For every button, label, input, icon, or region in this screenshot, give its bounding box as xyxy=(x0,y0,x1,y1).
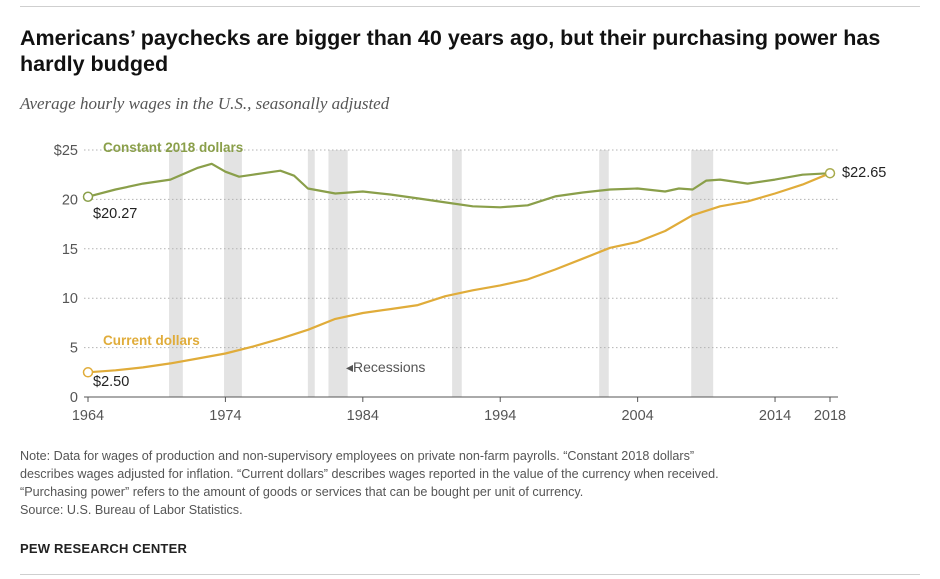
y-tick-label: 15 xyxy=(62,242,78,258)
chart-subtitle: Average hourly wages in the U.S., season… xyxy=(20,94,390,113)
recession-band xyxy=(328,150,348,397)
constant-start-marker xyxy=(82,191,94,202)
x-tick-label: 1984 xyxy=(347,408,379,424)
chart-title: Americans’ paychecks are bigger than 40 … xyxy=(20,26,881,76)
bottom-rule xyxy=(20,574,920,575)
x-tick-label: 1974 xyxy=(209,408,241,424)
gridlines xyxy=(84,149,838,349)
series-lines xyxy=(87,162,831,374)
current-start-marker xyxy=(82,367,94,378)
note-line-2: describes wages adjusted for inflation. … xyxy=(20,467,719,481)
y-tick-label: 5 xyxy=(70,341,78,357)
constant-start-value-label: $20.27 xyxy=(93,206,137,222)
recessions-label: ◂Recessions xyxy=(346,359,425,375)
source-line: Source: U.S. Bureau of Labor Statistics. xyxy=(20,503,243,517)
current-dollars-line xyxy=(87,172,831,374)
current-start-value-label: $2.50 xyxy=(93,374,129,390)
x-tick-label: 2018 xyxy=(814,408,846,424)
recession-band xyxy=(307,150,315,397)
end-value-label: $22.65 xyxy=(842,165,886,181)
chart-notes: Note: Data for wages of production and n… xyxy=(20,447,920,519)
constant-dollars-line xyxy=(87,162,831,209)
end-marker xyxy=(824,167,836,179)
y-tick-label: 0 xyxy=(70,390,78,406)
recession-band xyxy=(452,150,462,397)
note-line-3: “Purchasing power” refers to the amount … xyxy=(20,485,584,499)
y-tick-label: 20 xyxy=(62,192,78,208)
axes: 0 5 10 15 20 $25 1964 1974 1984 1994 2004 2014 2018 xyxy=(54,143,846,424)
brand-name: PEW RESEARCH CENTER xyxy=(20,541,188,556)
current-series-label: Current dollars xyxy=(103,333,200,348)
top-rule xyxy=(20,6,920,7)
chart-labels: Constant 2018 dollars Current dollars $20.… xyxy=(82,140,886,390)
x-tick-label: 1994 xyxy=(484,408,516,424)
recession-band xyxy=(599,150,609,397)
recession-band xyxy=(691,150,714,397)
y-tick-label: 10 xyxy=(62,291,78,307)
x-tick-label: 1964 xyxy=(72,408,104,424)
recession-bands xyxy=(169,150,714,397)
y-tick-label: $25 xyxy=(54,143,78,159)
recession-band xyxy=(224,150,242,397)
x-tick-label: 2014 xyxy=(759,408,791,424)
x-tick-label: 2004 xyxy=(621,408,653,424)
recession-band xyxy=(169,150,183,397)
note-line-1: Note: Data for wages of production and n… xyxy=(20,449,695,463)
constant-series-label: Constant 2018 dollars xyxy=(103,140,243,155)
